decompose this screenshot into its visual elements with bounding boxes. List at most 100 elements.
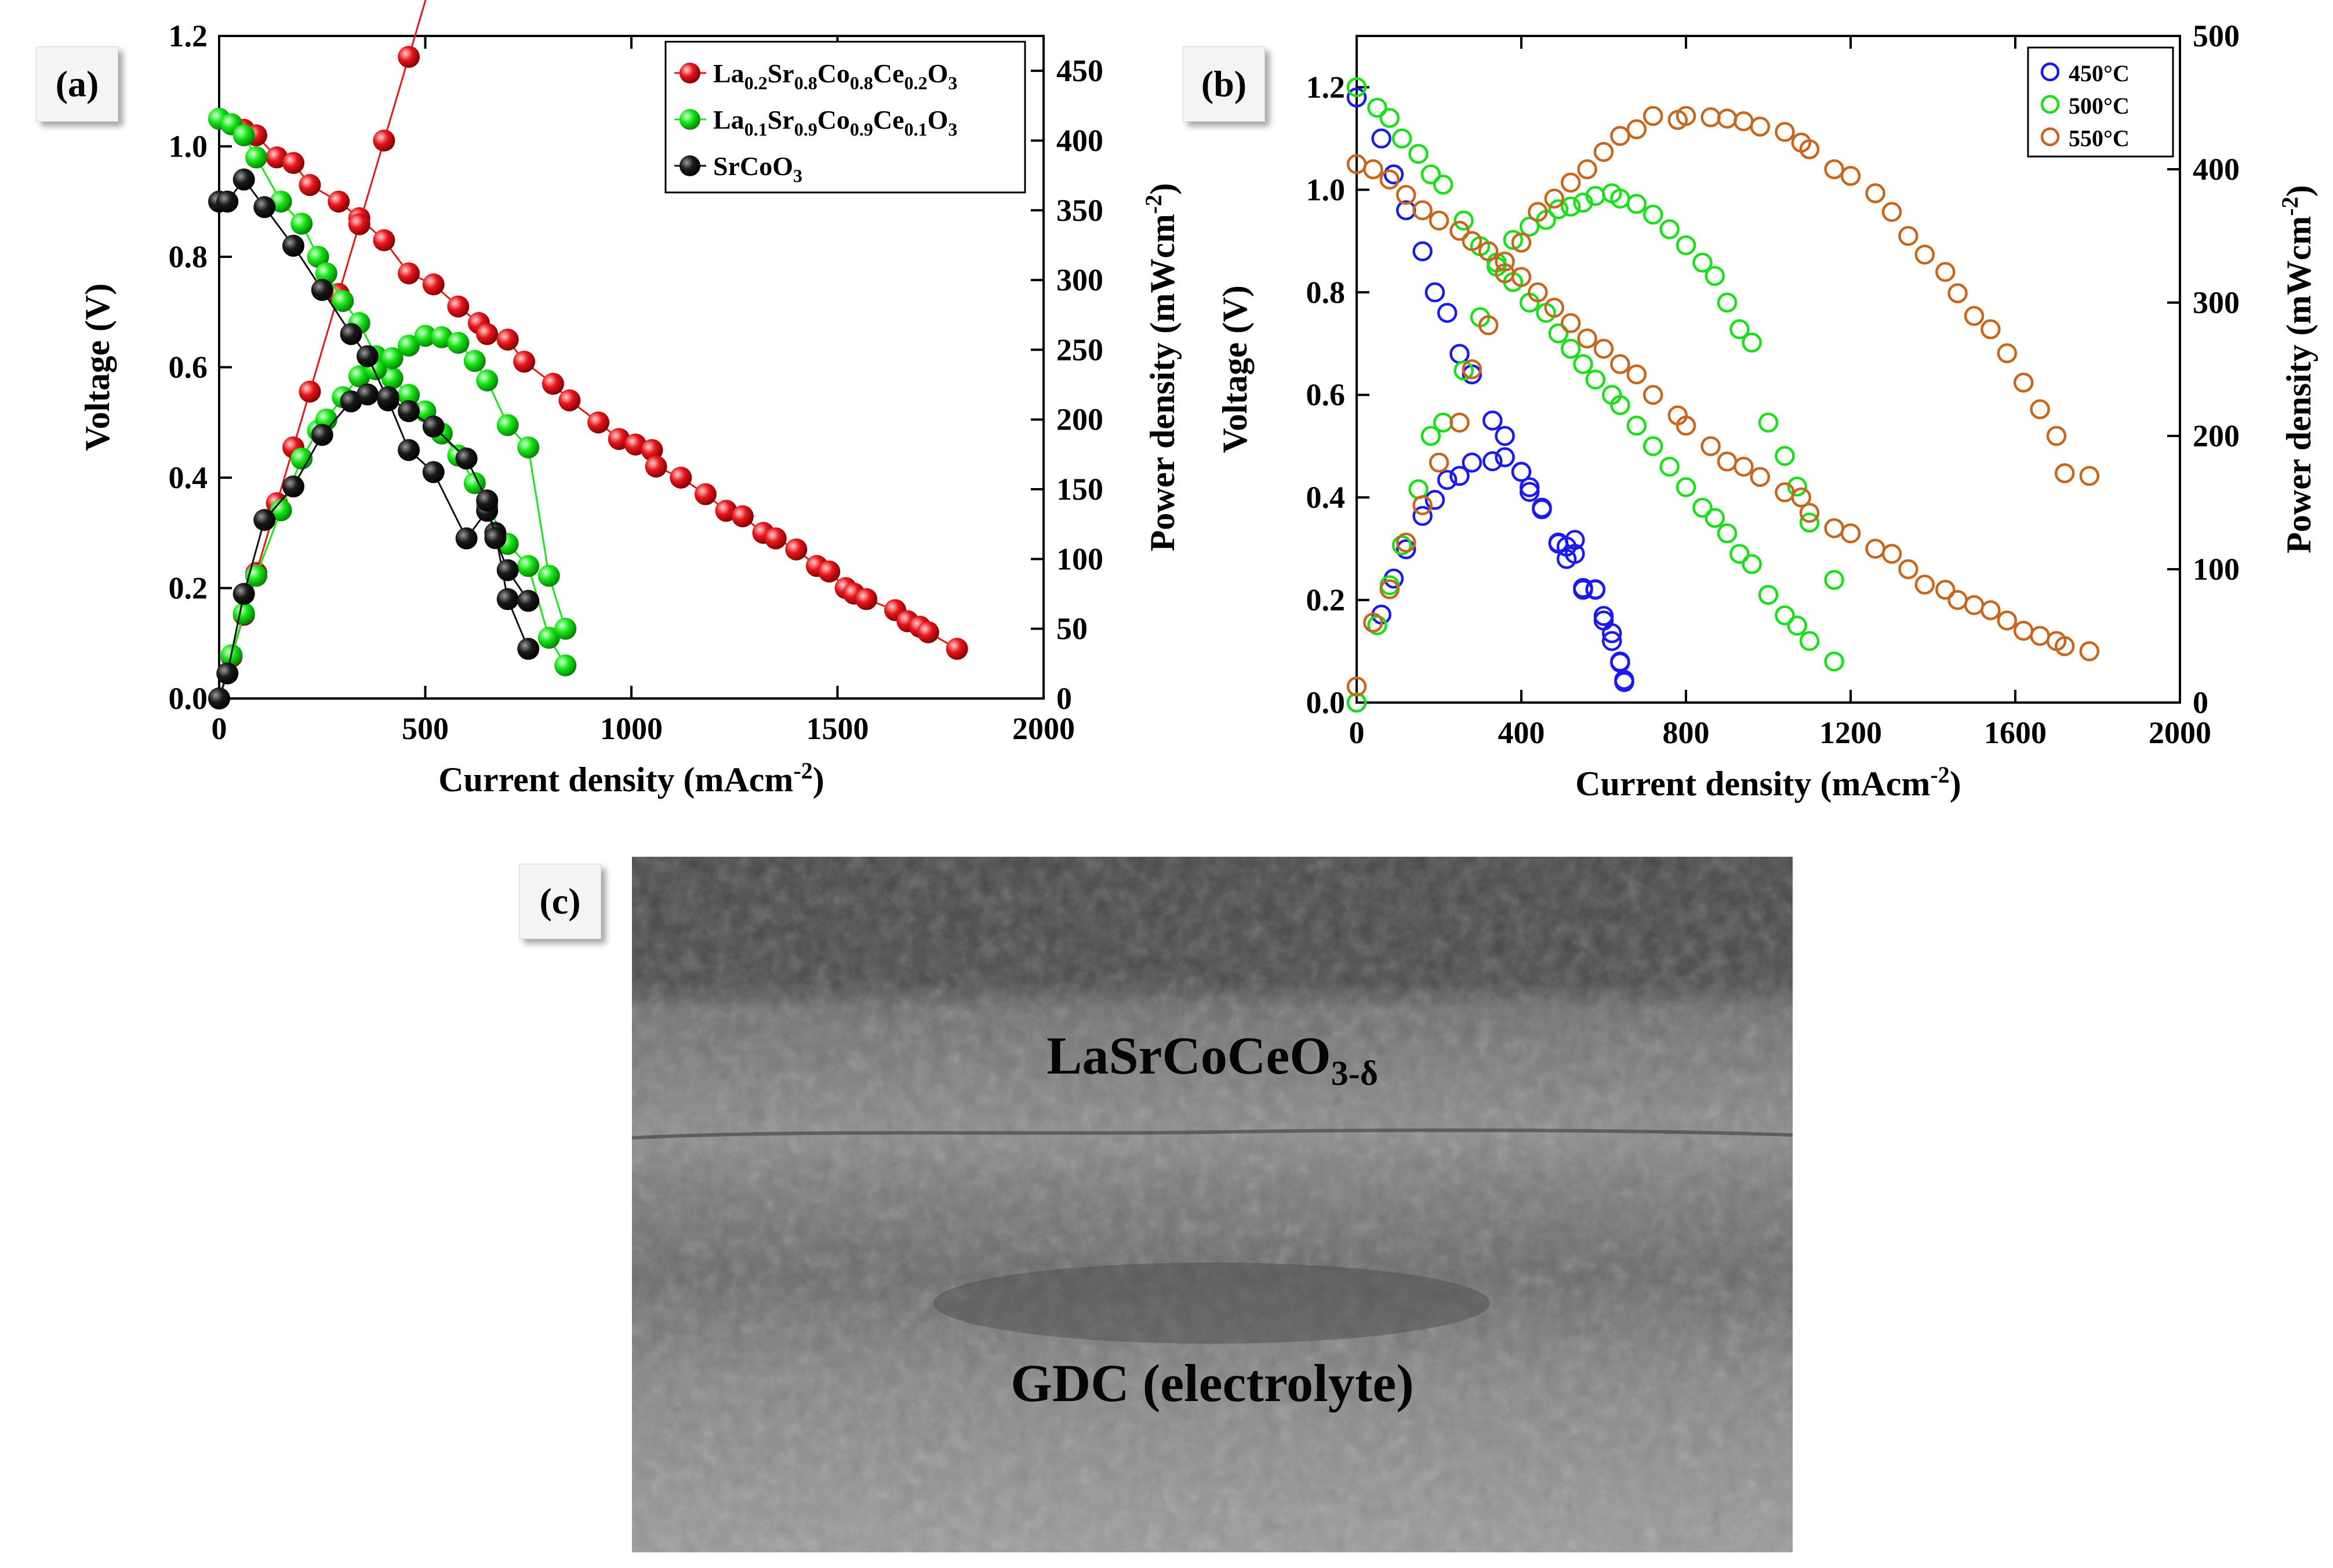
y-tick-label: 0.6: [169, 350, 208, 385]
data-point: [1412, 495, 1433, 515]
data-point: [1935, 580, 1956, 600]
legend-label-subscript: 3: [948, 72, 957, 93]
y2-tick-label: 0: [2193, 685, 2208, 720]
data-point: [476, 489, 499, 512]
data-point: [1495, 447, 1515, 468]
data-point: [377, 386, 399, 409]
data-point: [1758, 584, 1779, 605]
legend-box: [2027, 46, 2174, 158]
legend-label-text: Co: [817, 59, 850, 88]
data-point: [1750, 467, 1771, 488]
data-point: [1585, 579, 1606, 599]
data-point: [455, 448, 478, 470]
data-point: [517, 555, 540, 577]
data-point: [1532, 499, 1552, 519]
data-point: [356, 383, 379, 406]
data-point: [307, 246, 329, 268]
x-axis-label-end: ): [1950, 765, 1961, 803]
data-point: [1734, 111, 1754, 132]
x-axis-label-sup: -2: [1930, 762, 1949, 788]
legend-marker: [2040, 127, 2060, 147]
x-tick-label: 1000: [600, 711, 663, 746]
x-axis-label-end: ): [813, 761, 824, 799]
data-point: [1717, 292, 1738, 313]
y2-tick-label: 300: [2193, 285, 2240, 320]
data-point: [232, 602, 255, 625]
data-point: [496, 588, 519, 610]
data-point: [2054, 463, 2075, 483]
data-point: [1881, 202, 1902, 222]
data-point: [764, 527, 787, 550]
legend-label: 550°C: [2069, 125, 2130, 151]
legend-label-subscript: 3: [948, 119, 957, 140]
data-point: [1676, 235, 1696, 256]
series-line: [218, 393, 529, 699]
data-point: [1750, 117, 1771, 137]
data-point: [1544, 188, 1565, 209]
data-point: [1433, 174, 1453, 195]
data-point: [1799, 512, 1820, 533]
legend-label-text: O: [928, 59, 949, 88]
data-point: [332, 290, 354, 312]
x-tick-label: 0: [1349, 715, 1365, 750]
data-point: [340, 323, 362, 345]
data-point: [1742, 554, 1762, 574]
data-point: [1449, 465, 1470, 486]
y2-tick-label: 500: [2193, 19, 2240, 53]
data-point: [1914, 574, 1935, 595]
data-point: [253, 508, 276, 531]
data-point: [1511, 232, 1532, 253]
data-point: [517, 638, 540, 660]
data-point: [1626, 194, 1647, 214]
data-point: [1396, 184, 1416, 205]
data-point: [1478, 241, 1499, 261]
data-point: [1898, 559, 1918, 580]
data-point: [216, 662, 239, 685]
data-point: [1676, 477, 1696, 497]
data-point: [1775, 122, 1795, 142]
data-point: [1367, 97, 1387, 118]
y-tick-label: 0.8: [1306, 275, 1346, 310]
data-point: [484, 527, 507, 550]
x-axis-label-text: Current density (mAcm: [438, 761, 793, 799]
data-point: [1412, 241, 1433, 261]
data-point: [1980, 600, 2001, 621]
data-point: [270, 499, 292, 522]
data-point: [558, 389, 581, 412]
data-point: [1692, 497, 1713, 518]
data-point: [1560, 172, 1581, 193]
data-point: [1453, 210, 1474, 231]
legend-label-subscript: 0.8: [850, 72, 873, 93]
data-point: [1511, 461, 1532, 482]
y2-tick-label: 100: [1056, 541, 1103, 576]
data-point: [1840, 523, 1861, 544]
data-point: [1787, 476, 1807, 497]
data-point: [208, 687, 230, 710]
y2-tick-label: 300: [1056, 263, 1103, 297]
y2-tick-label: 400: [2193, 152, 2240, 187]
y-tick-label: 1.2: [169, 19, 208, 53]
data-point: [537, 565, 560, 587]
legend-label-text: La: [713, 105, 744, 134]
data-point: [1412, 505, 1433, 526]
data-point: [1408, 479, 1429, 500]
data-point: [517, 436, 540, 459]
y-tick-label: 0.4: [1306, 480, 1346, 515]
y2-axis-label-end: ): [2280, 185, 2318, 197]
y-tick-label: 0.4: [169, 460, 208, 495]
data-point: [1495, 263, 1515, 283]
data-point: [1824, 570, 1844, 590]
legend-label: La0.1Sr0.9Co0.9Ce0.1O3: [713, 105, 957, 140]
x-tick-label: 2000: [1012, 711, 1075, 746]
data-point: [1424, 490, 1445, 510]
legend-label-subscript: 0.9: [794, 119, 817, 140]
legend-label-text: Sr: [768, 59, 794, 88]
data-point: [1437, 303, 1458, 323]
data-point: [1881, 544, 1902, 564]
data-point: [1577, 159, 1597, 180]
y-axis-label: Voltage (V): [78, 283, 117, 451]
data-point: [381, 367, 404, 390]
sem-label-electrolyte: GDC (electrolyte): [1011, 1354, 1414, 1413]
legend-label-text: Ce: [873, 105, 904, 134]
data-point: [1379, 169, 1400, 190]
